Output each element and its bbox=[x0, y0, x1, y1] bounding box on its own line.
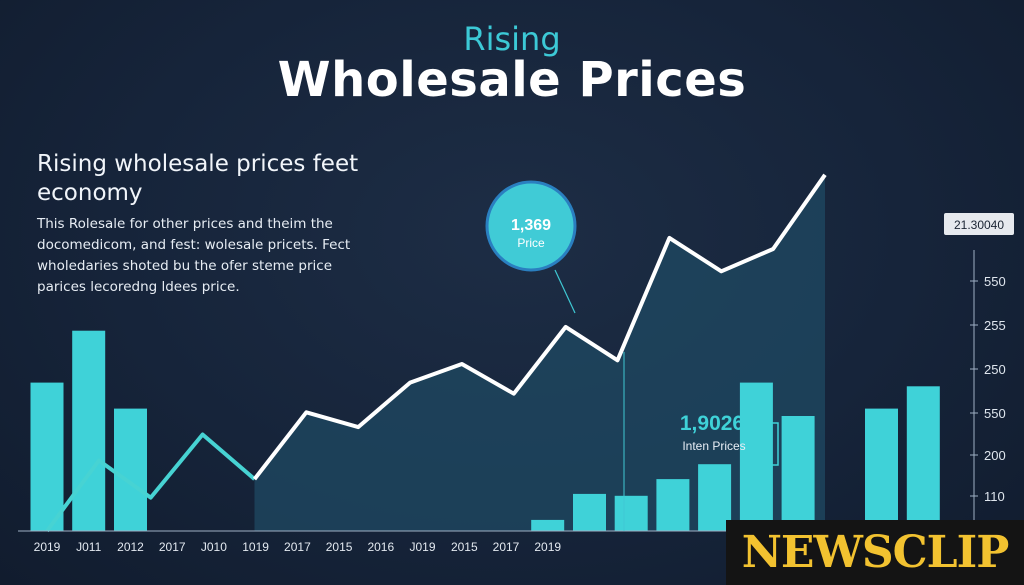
top-right-value: 21.30040 bbox=[954, 218, 1004, 232]
bar bbox=[906, 386, 940, 531]
y-tick-label: 255 bbox=[984, 318, 1006, 333]
intro-subhead: Rising wholesale prices feet economy bbox=[37, 151, 359, 206]
bar bbox=[614, 495, 648, 531]
price-line bbox=[252, 173, 827, 481]
bar bbox=[72, 330, 106, 531]
page-title: Wholesale Prices bbox=[277, 52, 747, 108]
bar bbox=[114, 408, 147, 531]
inline-value: 1,9026 bbox=[680, 412, 744, 435]
x-tick-label: J010 bbox=[201, 540, 227, 554]
bar bbox=[30, 382, 64, 531]
x-tick-label: 1019 bbox=[242, 540, 269, 554]
price-bubble bbox=[485, 180, 577, 272]
intro-body: This Rolesale for other prices and theim… bbox=[37, 216, 351, 295]
x-tick-label: 2017 bbox=[493, 540, 520, 554]
headline-kicker: Rising bbox=[463, 20, 561, 58]
x-tick-label: 2012 bbox=[117, 540, 144, 554]
y-tick-label: 110 bbox=[984, 489, 1005, 504]
y-tick-label: 250 bbox=[984, 362, 1006, 377]
x-tick-label: 2017 bbox=[284, 540, 311, 554]
y-tick-label: 550 bbox=[984, 406, 1006, 421]
bubble-value: 1,369 bbox=[511, 217, 551, 234]
bar bbox=[781, 416, 815, 531]
newsclip-logo: NEWSCLIP bbox=[726, 520, 1024, 585]
x-tick-label: 2019 bbox=[534, 540, 561, 554]
x-tick-label: J011 bbox=[76, 540, 101, 554]
inline-bracket bbox=[772, 422, 779, 466]
x-tick-label: 2017 bbox=[159, 540, 186, 554]
bar bbox=[865, 408, 898, 531]
x-tick-label: 2015 bbox=[326, 540, 353, 554]
bar bbox=[531, 519, 565, 531]
bar bbox=[698, 464, 732, 531]
bar bbox=[573, 493, 606, 531]
x-tick-label: 2015 bbox=[451, 540, 478, 554]
y-tick-label: 200 bbox=[984, 448, 1006, 463]
bar bbox=[656, 479, 690, 531]
inline-label: Inten Prices bbox=[682, 439, 745, 453]
top-right-value-box bbox=[944, 213, 1014, 235]
bubble-label: Price bbox=[517, 236, 545, 250]
bubble-leader-line bbox=[554, 269, 576, 314]
x-tick-label: 2016 bbox=[367, 540, 394, 554]
bar bbox=[739, 382, 773, 531]
price-line-early bbox=[45, 432, 256, 533]
price-area bbox=[254, 174, 825, 532]
y-tick-label: 550 bbox=[984, 274, 1006, 289]
x-tick-label: 2019 bbox=[34, 540, 61, 554]
x-tick-label: J019 bbox=[409, 540, 435, 554]
